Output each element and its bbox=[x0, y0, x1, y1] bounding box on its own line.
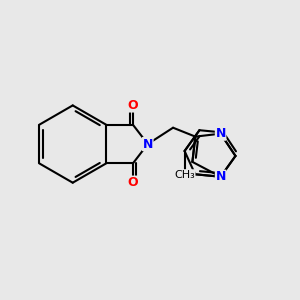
Text: N: N bbox=[215, 170, 226, 183]
Text: N: N bbox=[215, 127, 226, 140]
Text: N: N bbox=[142, 138, 153, 151]
Text: CH₃: CH₃ bbox=[174, 170, 195, 180]
Text: O: O bbox=[128, 99, 138, 112]
Text: O: O bbox=[128, 176, 138, 189]
